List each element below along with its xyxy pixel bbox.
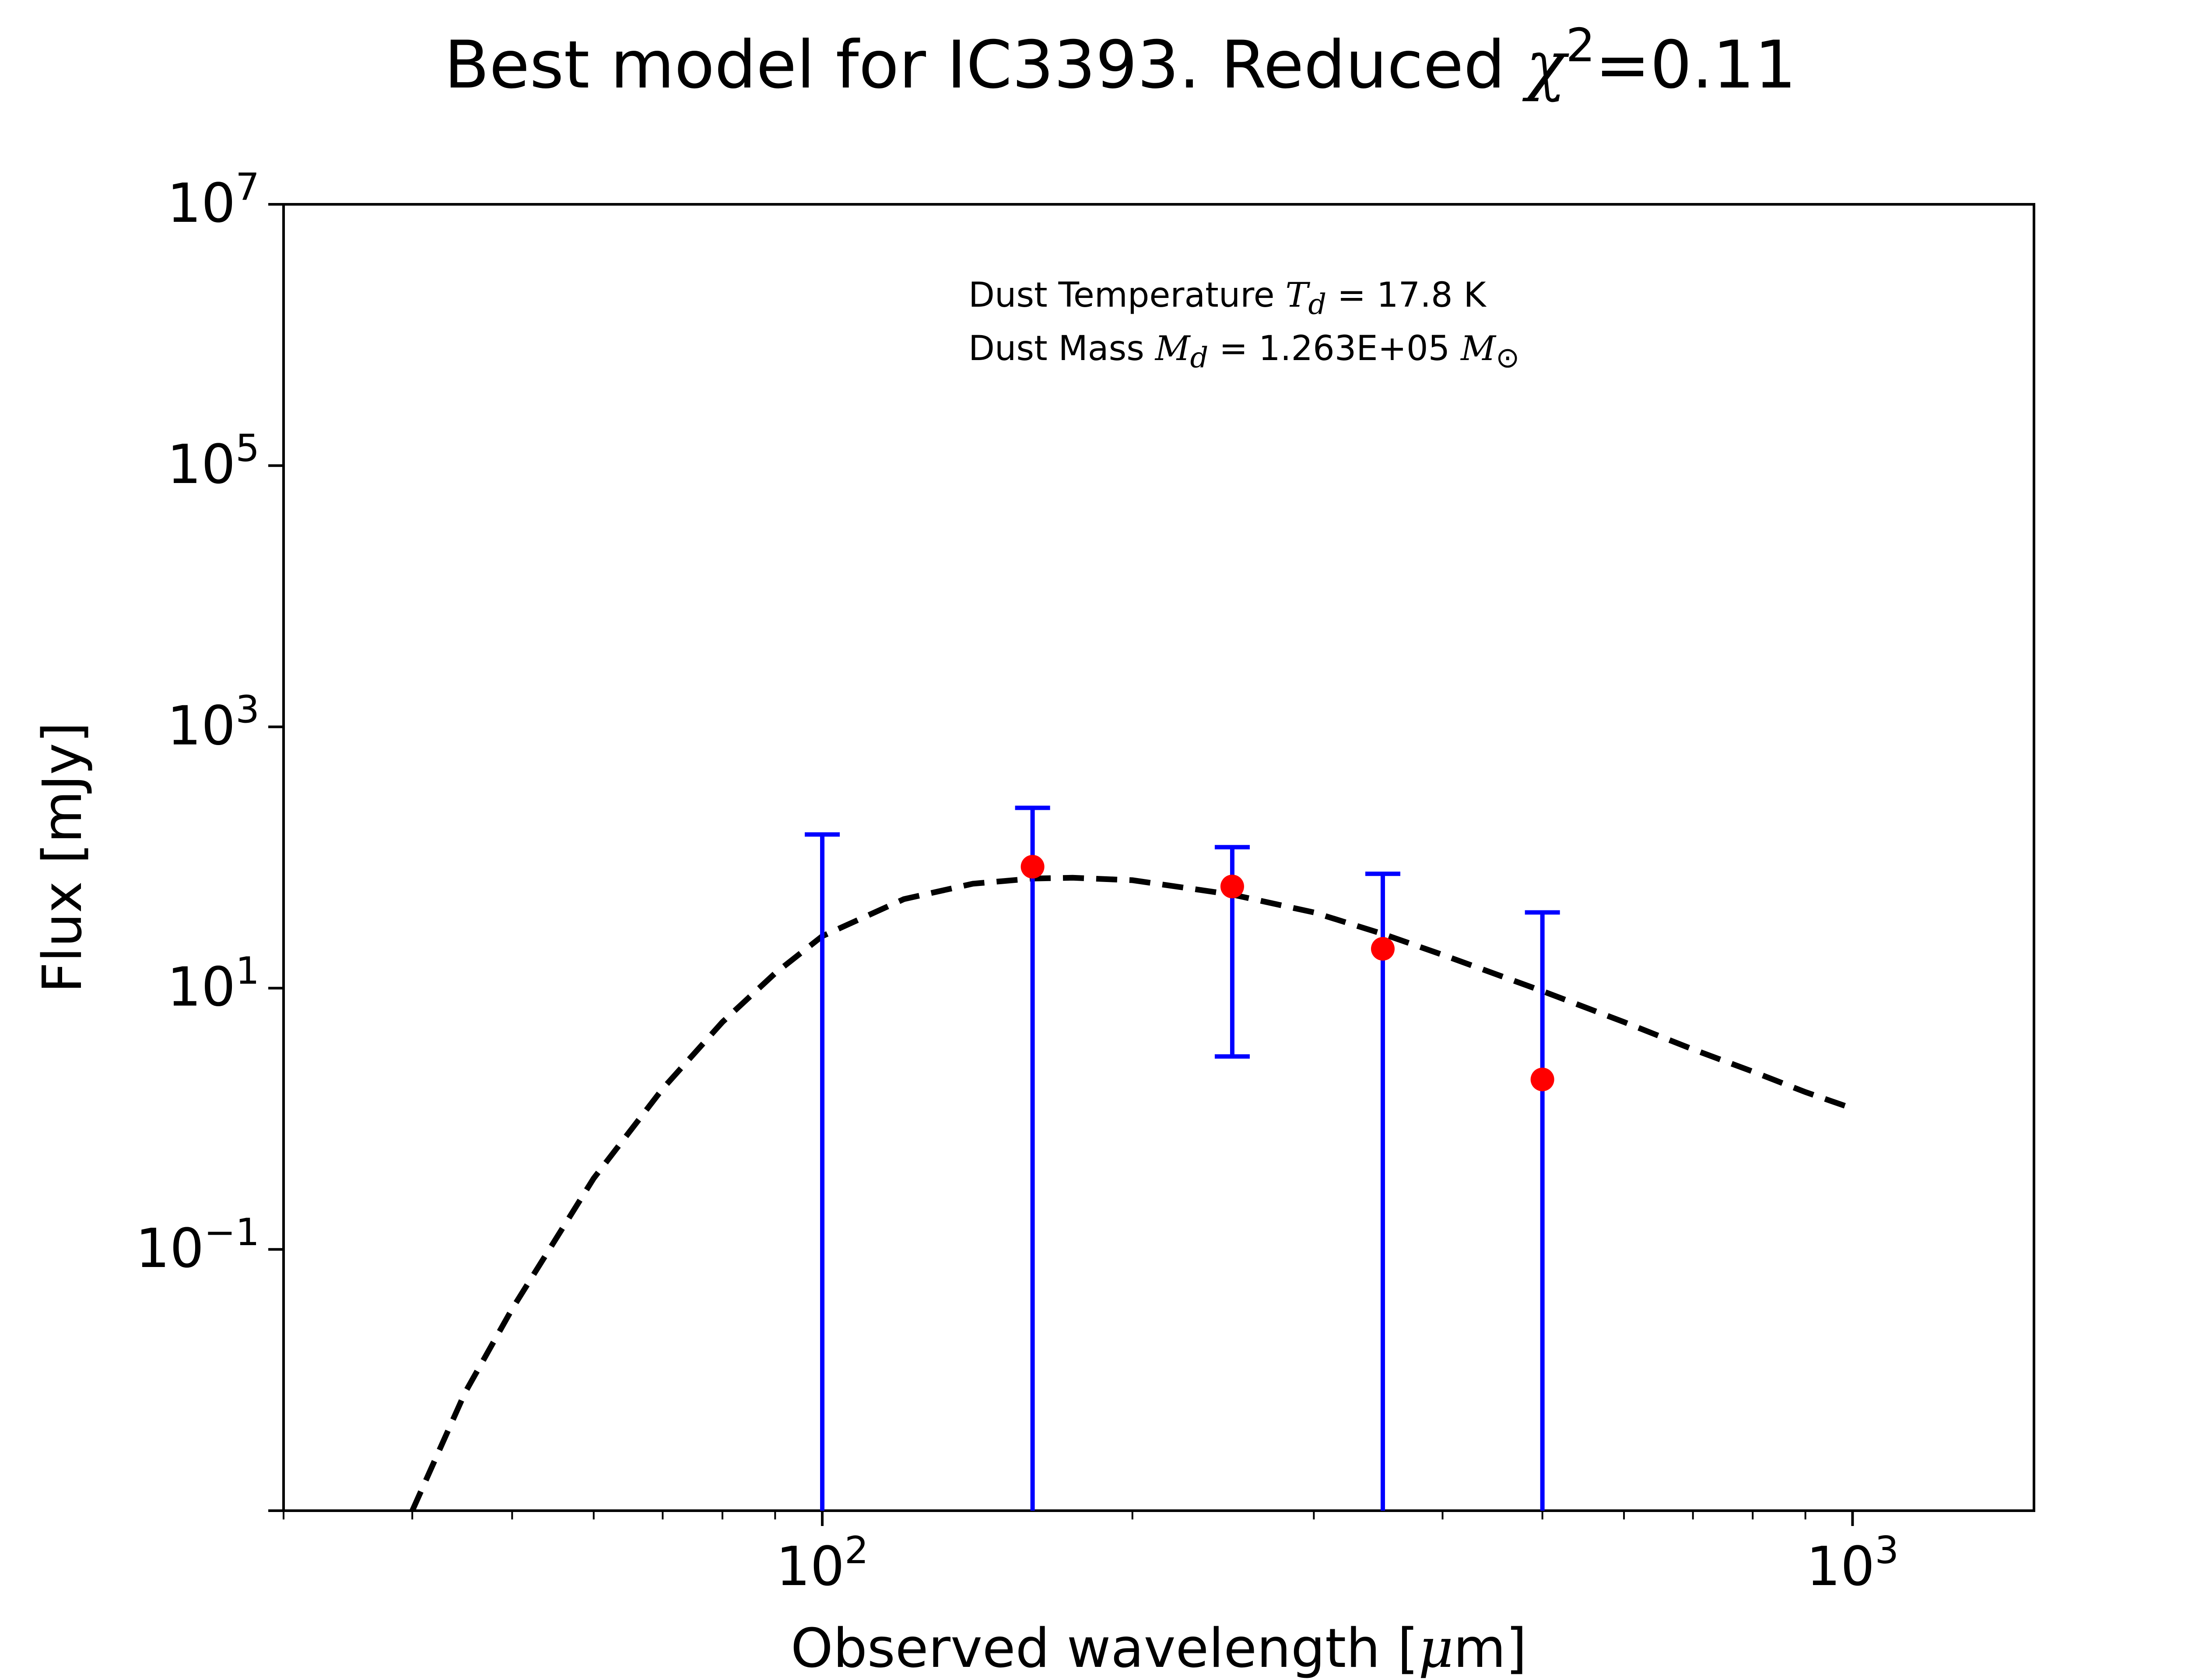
x-axis-label-pre: Observed wavelength [ — [791, 1617, 1418, 1680]
y-tick-label: 107 — [167, 165, 259, 235]
temp-label: Dust Temperature — [968, 276, 1286, 315]
x-axis-label-mu: μ — [1418, 1617, 1453, 1680]
y-tick-label: 105 — [167, 427, 259, 496]
plot-area — [282, 203, 2035, 1512]
temp-symbol: T — [1285, 276, 1308, 315]
model-layer — [410, 875, 1854, 1512]
x-axis-label: Observed wavelength [μm] — [791, 1617, 1527, 1680]
temp-value: = 17.8 K — [1326, 276, 1486, 315]
annotation-mass: Dust Mass Md = 1.263E+05 M⊙ — [968, 327, 1519, 380]
data-point — [1530, 1068, 1554, 1092]
y-axis-label: Flux [mJy] — [32, 722, 94, 993]
annotation-temperature: Dust Temperature Td = 17.8 K — [968, 273, 1519, 327]
data-point — [1220, 875, 1244, 899]
data-layer — [805, 805, 1560, 1511]
y-tick-label: 103 — [167, 688, 259, 757]
mass-value: = 1.263E+05 — [1208, 329, 1461, 368]
temp-subscript: d — [1308, 288, 1327, 321]
x-tick-label: 102 — [776, 1529, 868, 1598]
mass-unit-sun: ⊙ — [1495, 341, 1520, 374]
model-curve — [410, 875, 1854, 1512]
chart-title-symbol: χ — [1522, 27, 1569, 103]
mass-subscript: d — [1190, 341, 1209, 374]
axes: 102 103 107 105 103 101 10−1 — [136, 165, 1899, 1598]
chart-title-rest: =0.11 — [1595, 27, 1796, 103]
mass-label: Dust Mass — [968, 329, 1155, 368]
x-axis-label-post: m] — [1453, 1617, 1527, 1680]
chart-title-sup: 2 — [1566, 19, 1595, 72]
y-tick-label: 10−1 — [136, 1211, 259, 1280]
data-point — [1371, 937, 1395, 961]
data-point — [1020, 855, 1045, 879]
x-tick-label: 103 — [1806, 1529, 1899, 1598]
chart-title-main: Best model for IC3393. Reduced — [444, 27, 1526, 103]
mass-unit: M — [1461, 329, 1496, 368]
mass-symbol: M — [1155, 329, 1190, 368]
chart-title: Best model for IC3393. Reduced χ2=0.11 — [444, 19, 1796, 103]
annotation: Dust Temperature Td = 17.8 K Dust Mass M… — [968, 273, 1519, 380]
y-tick-label: 101 — [167, 949, 259, 1019]
